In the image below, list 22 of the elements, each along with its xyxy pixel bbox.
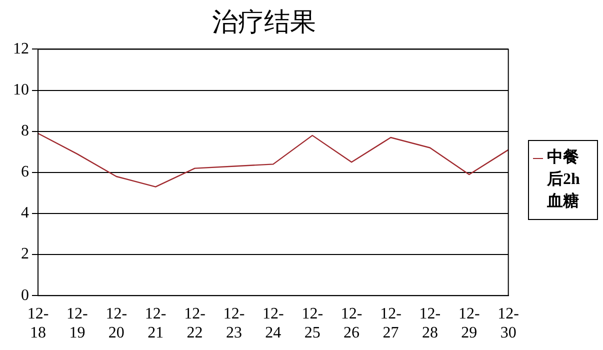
- x-tick-label: 12-20: [106, 305, 128, 342]
- chart-title: 治疗结果: [212, 7, 316, 36]
- x-tick-label: 12-26: [340, 305, 362, 342]
- y-tick-label: 4: [21, 204, 29, 222]
- x-tick-label: 12-21: [144, 305, 166, 342]
- x-tick-label: 12-22: [184, 305, 206, 342]
- y-tick-label: 8: [21, 122, 29, 140]
- x-tick-label: 12-23: [223, 305, 245, 342]
- y-tick-label: 10: [13, 81, 29, 98]
- x-tick-label: 12-30: [498, 305, 519, 342]
- y-tick-label: 0: [21, 286, 29, 304]
- y-tick-label: 2: [21, 246, 29, 263]
- x-tick-label: 12-25: [302, 305, 324, 342]
- x-tick-label: 12-29: [458, 305, 480, 342]
- y-tick-label: 6: [21, 164, 29, 181]
- legend-label: 中餐后2h血糖: [547, 148, 581, 212]
- x-tick-label: 12-19: [66, 305, 88, 342]
- x-tick-label: 12-24: [262, 305, 284, 342]
- y-tick-label: 12: [13, 40, 29, 58]
- x-tick-label: 12-27: [380, 305, 402, 342]
- x-tick-label: 12-18: [27, 305, 49, 342]
- x-tick-label: 12-28: [419, 305, 441, 342]
